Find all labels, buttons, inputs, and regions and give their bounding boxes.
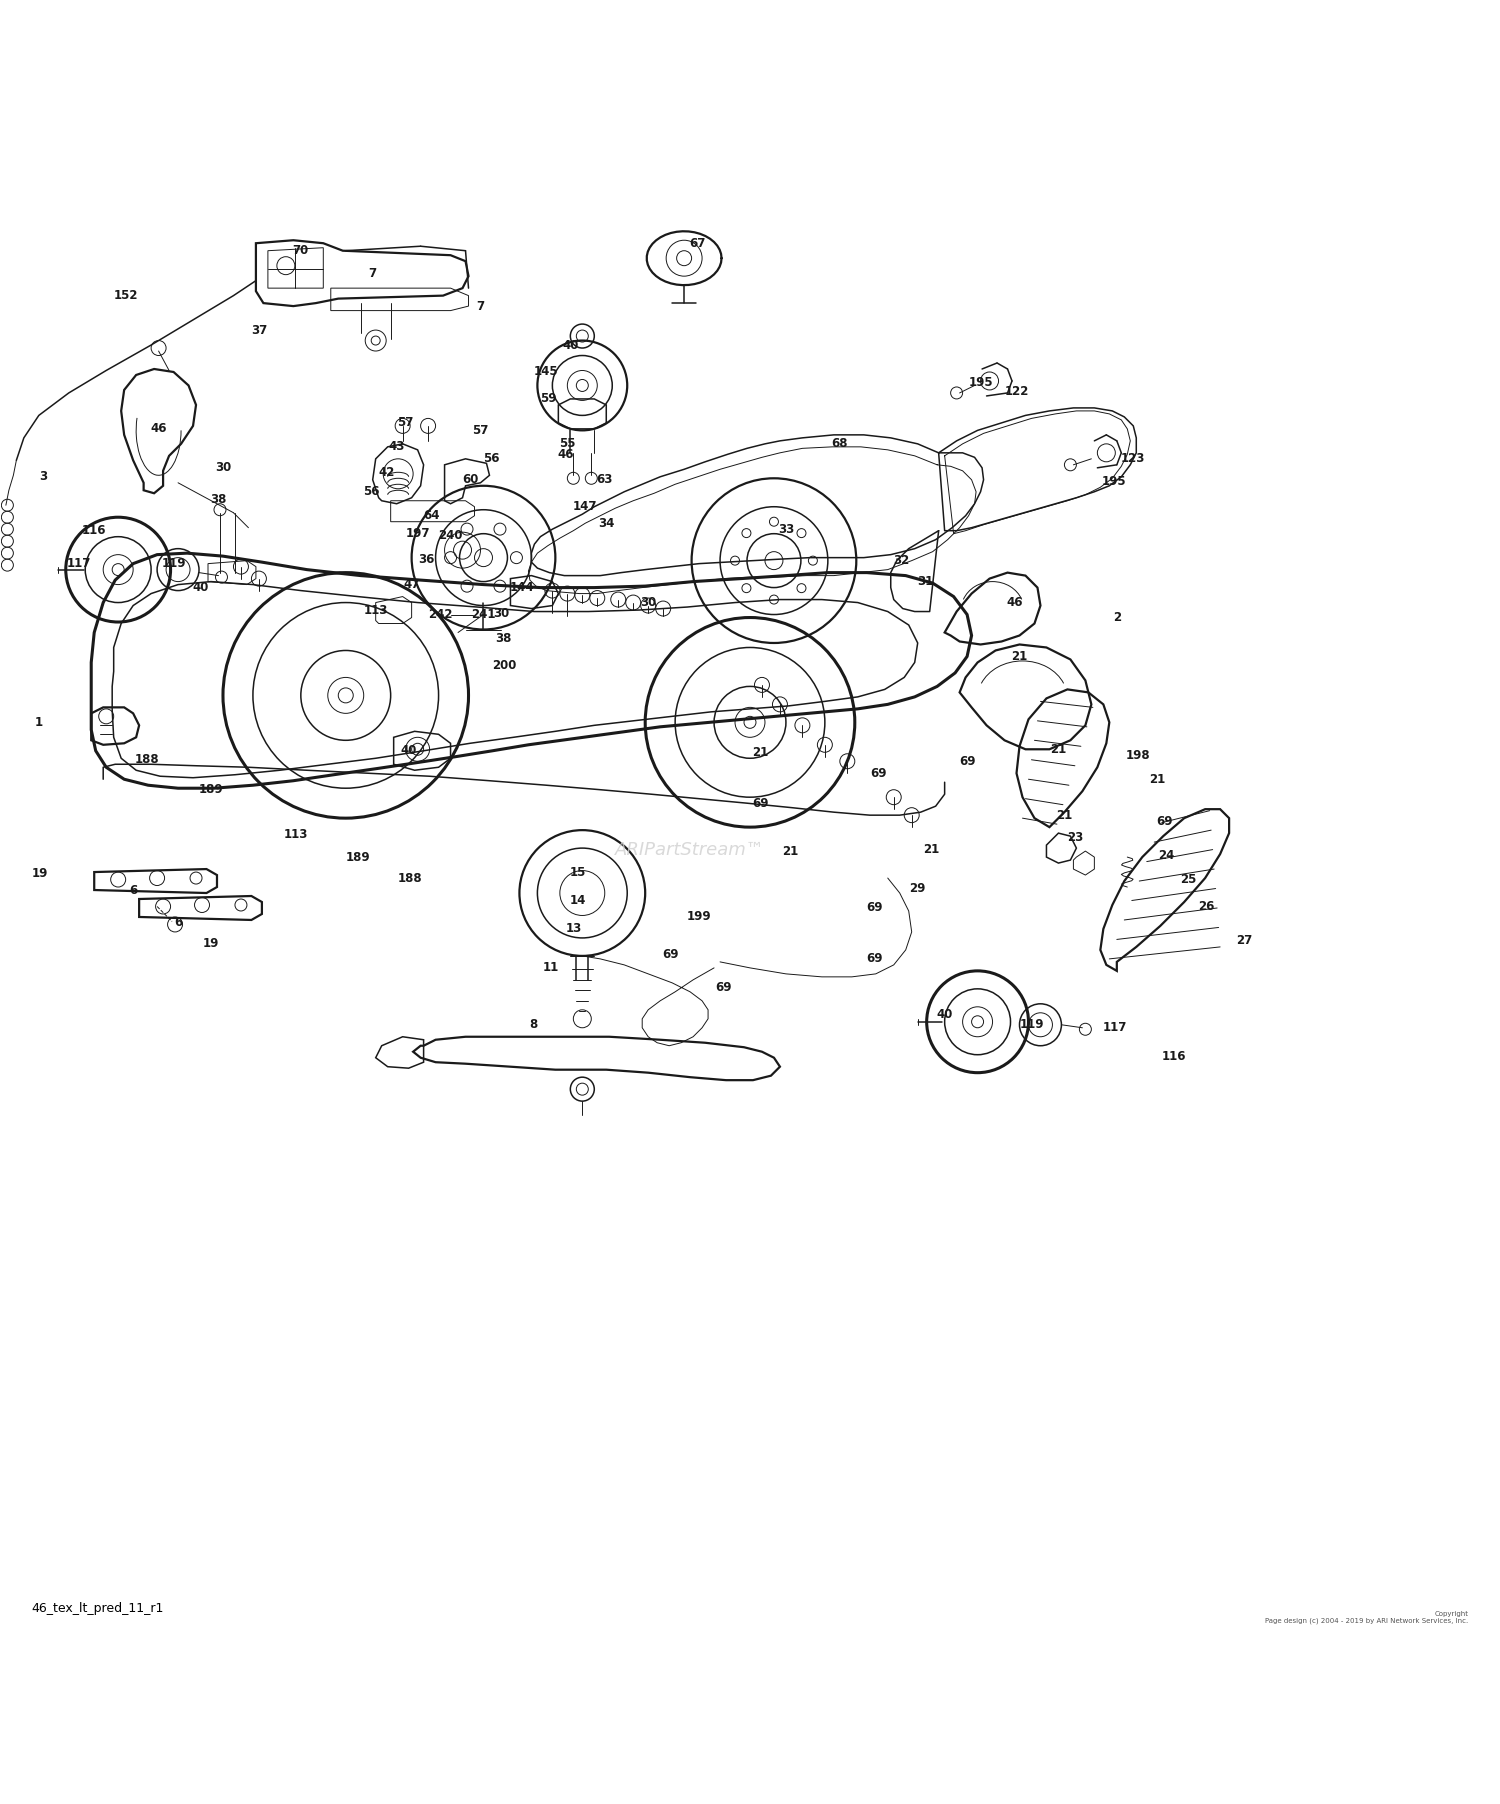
Text: 21: 21 [783,844,798,857]
Text: 27: 27 [1236,934,1252,947]
Text: 25: 25 [1180,873,1197,886]
Text: 3: 3 [39,471,48,483]
Text: 64: 64 [423,509,439,521]
Text: 152: 152 [114,289,138,301]
Text: 67: 67 [690,236,706,249]
Text: ARIPartStream™: ARIPartStream™ [615,841,765,859]
Text: 21: 21 [1149,772,1166,787]
Text: 122: 122 [1005,384,1029,399]
Text: 38: 38 [495,631,512,646]
Text: 69: 69 [663,947,680,962]
Text: 119: 119 [1019,1017,1044,1032]
Text: 188: 188 [398,871,423,884]
Text: 47: 47 [404,577,420,592]
Text: 13: 13 [566,922,582,936]
Text: 1: 1 [34,716,44,729]
Text: 117: 117 [1102,1021,1128,1034]
Text: 40: 40 [562,339,579,352]
Text: 8: 8 [530,1017,537,1032]
Text: 46_tex_lt_pred_11_r1: 46_tex_lt_pred_11_r1 [32,1602,164,1615]
Text: 30: 30 [494,606,510,619]
Text: 19: 19 [202,938,219,951]
Text: 116: 116 [82,525,106,538]
Text: 199: 199 [687,911,711,924]
Text: 56: 56 [363,485,380,498]
Text: 195: 195 [1101,474,1126,487]
Text: 69: 69 [870,767,886,779]
Text: 24: 24 [1158,850,1174,862]
Text: 38: 38 [210,492,226,505]
Text: 241: 241 [471,608,495,621]
Text: 21: 21 [1050,743,1066,756]
Text: 189: 189 [345,850,370,864]
Text: 117: 117 [68,557,92,570]
Text: 40: 40 [936,1008,952,1021]
Text: 188: 188 [135,754,159,767]
Text: 113: 113 [363,604,388,617]
Text: 70: 70 [292,244,309,258]
Text: 57: 57 [398,417,414,429]
Text: 32: 32 [892,554,909,566]
Text: 2: 2 [1113,612,1120,624]
Text: 37: 37 [251,323,267,337]
Text: 144: 144 [510,581,534,594]
Text: 11: 11 [543,962,560,974]
Text: 69: 69 [865,902,882,915]
Text: 23: 23 [1066,832,1083,844]
Text: 56: 56 [483,453,500,465]
Text: 7: 7 [369,267,376,280]
Text: 19: 19 [32,868,48,880]
Text: 57: 57 [472,424,489,437]
Text: 63: 63 [597,473,613,487]
Text: 34: 34 [598,516,615,530]
Text: 242: 242 [427,608,453,621]
Text: 6: 6 [129,884,138,897]
Text: 6: 6 [174,916,182,929]
Text: 59: 59 [540,393,556,406]
Text: 14: 14 [570,895,586,907]
Text: Copyright
Page design (c) 2004 - 2019 by ARI Network Services, Inc.: Copyright Page design (c) 2004 - 2019 by… [1266,1611,1468,1624]
Text: 40: 40 [192,581,208,594]
Text: 7: 7 [477,299,484,312]
Text: 113: 113 [284,828,309,841]
Text: 42: 42 [378,465,394,478]
Text: 31: 31 [916,575,933,588]
Text: 36: 36 [419,552,435,566]
Text: 119: 119 [162,557,186,570]
Text: 60: 60 [462,473,478,487]
Text: 15: 15 [570,866,586,879]
Text: 21: 21 [1056,808,1072,821]
Text: 21: 21 [753,745,768,759]
Text: 116: 116 [1161,1050,1186,1063]
Text: 69: 69 [958,754,975,769]
Text: 195: 195 [969,375,993,390]
Text: 147: 147 [573,500,597,512]
Text: 40: 40 [400,745,417,758]
Text: 21: 21 [1011,649,1028,662]
Text: 69: 69 [752,797,768,810]
Text: 197: 197 [405,527,430,539]
Text: 198: 198 [1125,749,1150,761]
Text: 46: 46 [1007,595,1023,610]
Text: 69: 69 [865,953,882,965]
Text: 55: 55 [560,437,576,451]
Text: 46: 46 [558,447,574,460]
Text: 240: 240 [438,529,464,541]
Text: 46: 46 [150,422,166,435]
Text: 21: 21 [922,842,939,857]
Text: 189: 189 [198,783,223,796]
Text: 30: 30 [640,595,657,610]
Text: 29: 29 [909,882,926,895]
Text: 200: 200 [492,658,516,671]
Text: 145: 145 [534,366,558,379]
Text: 43: 43 [388,440,405,453]
Text: 26: 26 [1198,900,1215,913]
Text: 33: 33 [778,523,794,536]
Text: 30: 30 [214,462,231,474]
Text: 123: 123 [1120,453,1146,465]
Text: 69: 69 [1156,815,1173,828]
Text: 69: 69 [716,981,732,994]
Text: 68: 68 [831,437,848,451]
